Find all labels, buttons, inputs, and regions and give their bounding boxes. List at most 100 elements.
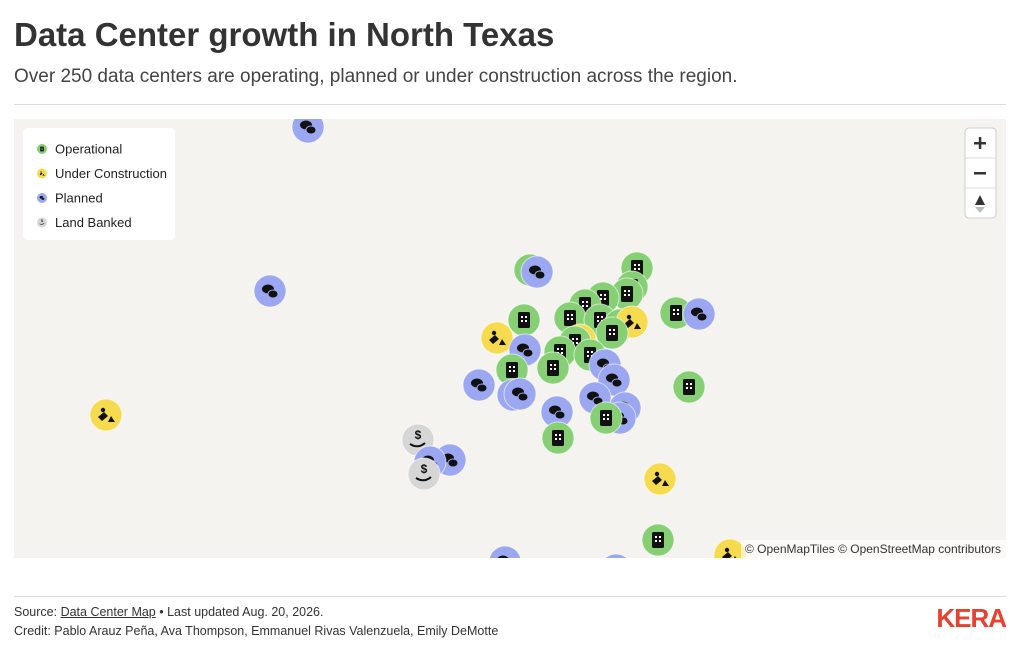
icon-window xyxy=(607,418,609,420)
icon xyxy=(40,146,44,152)
marker xyxy=(480,321,514,355)
icon-window xyxy=(561,348,563,350)
icon-window xyxy=(557,348,559,350)
icon xyxy=(518,312,530,328)
icon-window xyxy=(607,414,609,416)
icon-window xyxy=(561,352,563,354)
marker: $ xyxy=(407,457,441,491)
zoom-out[interactable] xyxy=(974,172,986,175)
icon xyxy=(267,289,279,299)
icon-window xyxy=(673,309,675,311)
icon-window xyxy=(513,366,515,368)
icon-window xyxy=(550,364,552,366)
icon-window xyxy=(624,290,626,292)
icon-window xyxy=(586,305,588,307)
icon-window xyxy=(677,313,679,315)
icon-window xyxy=(673,313,675,315)
icon-window xyxy=(603,418,605,420)
icon xyxy=(652,476,669,486)
legend: Operational Under Construction Planned $ Lan… xyxy=(23,128,175,240)
icon xyxy=(722,552,737,558)
markers: $$ xyxy=(89,119,747,558)
icon-window xyxy=(686,383,688,385)
icon-window xyxy=(525,320,527,322)
icon-window xyxy=(686,387,688,389)
icon-window xyxy=(604,298,606,300)
icon-window xyxy=(587,355,589,357)
icon xyxy=(100,407,106,413)
icon-window xyxy=(634,268,636,270)
icon-window xyxy=(509,366,511,368)
icon-window xyxy=(690,383,692,385)
icon xyxy=(552,430,564,446)
icon-window xyxy=(571,314,573,316)
icon xyxy=(506,362,518,378)
marker xyxy=(672,370,706,404)
icon: $ xyxy=(421,462,428,476)
icon-window xyxy=(634,264,636,266)
attribution-bg xyxy=(741,540,1006,558)
icon-window xyxy=(567,314,569,316)
icon xyxy=(611,378,623,388)
icon xyxy=(696,312,708,322)
marker xyxy=(253,274,287,308)
icon xyxy=(621,286,633,302)
icon-window xyxy=(554,364,556,366)
icon-window xyxy=(604,294,606,296)
icon-window xyxy=(690,387,692,389)
icon xyxy=(409,442,426,448)
icon-window xyxy=(638,264,640,266)
icon-window xyxy=(613,329,615,331)
icon-window xyxy=(659,540,661,542)
icon-window xyxy=(42,147,43,149)
icon: $ xyxy=(415,428,422,442)
icon-window xyxy=(42,149,43,150)
icon xyxy=(98,412,115,422)
icon-window xyxy=(609,333,611,335)
icon-window xyxy=(509,370,511,372)
icon xyxy=(39,172,45,176)
legend-label: Land Banked xyxy=(55,215,132,230)
icon-window xyxy=(550,368,552,370)
icon xyxy=(606,325,618,341)
icon-window xyxy=(587,351,589,353)
icon-window xyxy=(555,434,557,436)
icon-window xyxy=(628,294,630,296)
icon-window xyxy=(513,370,515,372)
icon-window xyxy=(567,318,569,320)
marker xyxy=(488,545,522,558)
icon-window xyxy=(572,338,574,340)
source: Source: Data Center Map • Last updated A… xyxy=(14,605,323,619)
divider xyxy=(14,104,1006,105)
icon xyxy=(40,171,42,173)
credit: Credit: Pablo Arauz Peña, Ava Thompson, … xyxy=(14,624,499,638)
icon-window xyxy=(638,268,640,270)
compass[interactable] xyxy=(975,195,985,213)
marker xyxy=(589,401,623,435)
icon-window xyxy=(521,316,523,318)
icon-window xyxy=(613,333,615,335)
icon xyxy=(547,360,559,376)
icon-window xyxy=(582,301,584,303)
icon-window xyxy=(525,316,527,318)
icon xyxy=(626,314,632,320)
zoom-controls xyxy=(964,127,997,219)
divider xyxy=(14,596,1006,597)
icon xyxy=(476,383,488,393)
icon-window xyxy=(655,536,657,538)
icon xyxy=(415,476,432,482)
source-link[interactable]: Data Center Map xyxy=(60,605,156,619)
icon-window xyxy=(609,329,611,331)
icon xyxy=(305,125,317,135)
icon xyxy=(522,348,534,358)
marker-circle xyxy=(407,457,441,491)
marker xyxy=(536,351,570,385)
icon xyxy=(39,223,45,225)
marker-circle xyxy=(488,545,522,558)
source-label: Source: xyxy=(14,605,58,619)
icon-window xyxy=(628,290,630,292)
zoom-in[interactable] xyxy=(974,137,986,149)
icon xyxy=(554,410,566,420)
marker xyxy=(541,421,575,455)
